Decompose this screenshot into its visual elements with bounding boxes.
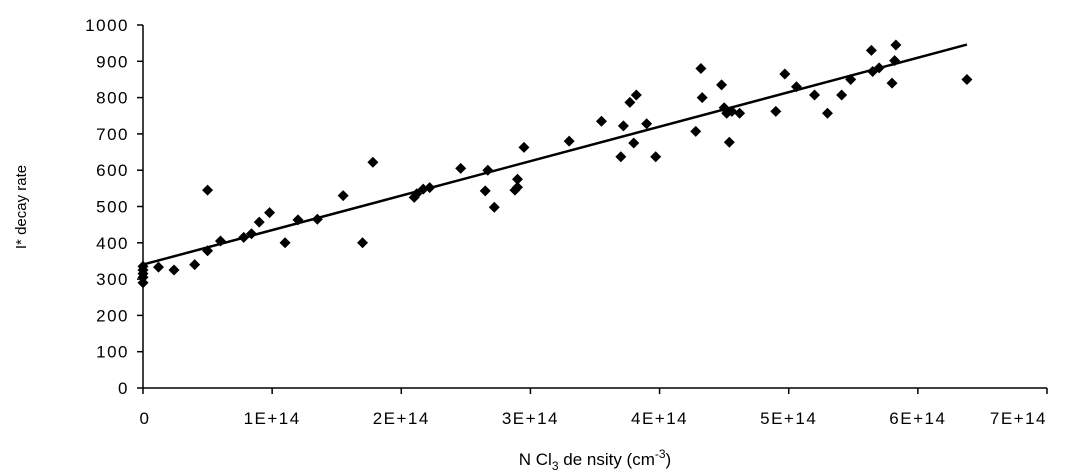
data-point	[809, 89, 821, 101]
x-tick-labels: 0 1E+14 2E+14 3E+14 4E+14 5E+14 6E+14 7E+14	[140, 409, 1047, 428]
data-point	[595, 115, 607, 127]
y-tick-label: 0	[118, 379, 129, 398]
data-point	[641, 118, 653, 130]
y-tick-label: 600	[96, 161, 129, 180]
data-point	[615, 151, 627, 163]
y-ticks	[137, 24, 143, 389]
y-tick-labels: 0 100 200 300 400 500 600 700 800 900 1000	[85, 16, 129, 398]
y-tick-label: 100	[96, 343, 129, 362]
data-point	[865, 44, 877, 56]
x-axis-title: N Cl3 de nsity (cm-3)	[519, 447, 671, 473]
x-tick-label: 5E+14	[760, 409, 817, 428]
y-tick-label: 700	[96, 125, 129, 144]
data-point	[455, 162, 467, 174]
data-point	[779, 68, 791, 80]
data-point	[279, 237, 291, 249]
x-tick-label: 6E+14	[889, 409, 946, 428]
data-point	[734, 107, 746, 119]
data-point	[961, 73, 973, 85]
data-point	[821, 107, 833, 119]
x-tick-label: 0	[140, 409, 151, 428]
data-point	[488, 201, 500, 213]
x-ticks	[142, 388, 1048, 394]
x-axis-title-suffix: )	[666, 450, 672, 469]
data-point	[617, 120, 629, 132]
data-point	[512, 181, 524, 193]
x-tick-label: 1E+14	[244, 409, 301, 428]
x-axis-title-prefix: N Cl	[519, 450, 552, 469]
data-point	[152, 261, 164, 273]
data-point	[479, 185, 491, 197]
data-point	[337, 190, 349, 202]
data-point	[518, 141, 530, 153]
y-tick-label: 200	[96, 306, 129, 325]
x-axis-title-middle: de nsity (cm	[559, 450, 655, 469]
y-tick-label: 800	[96, 89, 129, 108]
x-tick-label: 3E+14	[502, 409, 559, 428]
data-point	[690, 125, 702, 137]
x-tick-label: 7E+14	[990, 409, 1047, 428]
data-point	[367, 156, 379, 168]
data-point	[189, 259, 201, 271]
data-point	[630, 89, 642, 101]
linear-trendline	[142, 43, 968, 266]
y-tick-label: 900	[96, 52, 129, 71]
data-point	[202, 184, 214, 196]
data-point	[563, 135, 575, 147]
x-tick-label: 2E+14	[373, 409, 430, 428]
data-point	[723, 136, 735, 148]
data-point	[168, 264, 180, 276]
data-point	[628, 137, 640, 149]
y-tick-label: 300	[96, 270, 129, 289]
x-axis-title-superscript: -3	[655, 447, 666, 461]
x-axis: 0 1E+14 2E+14 3E+14 4E+14 5E+14 6E+14 7E+14	[140, 387, 1048, 428]
data-point	[890, 39, 902, 51]
y-axis: 0 100 200 300 400 500 600 700 800 900 1000	[85, 16, 144, 398]
data-point	[650, 151, 662, 163]
data-point	[716, 79, 728, 91]
data-point	[770, 105, 782, 117]
y-tick-label: 1000	[85, 16, 129, 35]
x-axis-title-subscript: 3	[552, 459, 559, 473]
data-point	[886, 77, 898, 89]
data-point	[512, 173, 524, 185]
y-tick-label: 400	[96, 234, 129, 253]
data-point	[624, 96, 636, 108]
data-point	[836, 89, 848, 101]
data-point	[253, 216, 265, 228]
data-point	[357, 237, 369, 249]
data-point	[695, 63, 707, 75]
data-point	[696, 92, 708, 104]
data-point	[264, 207, 276, 219]
y-axis-title: I* decay rate	[13, 165, 30, 249]
y-tick-label: 500	[96, 198, 129, 217]
x-tick-label: 4E+14	[631, 409, 688, 428]
